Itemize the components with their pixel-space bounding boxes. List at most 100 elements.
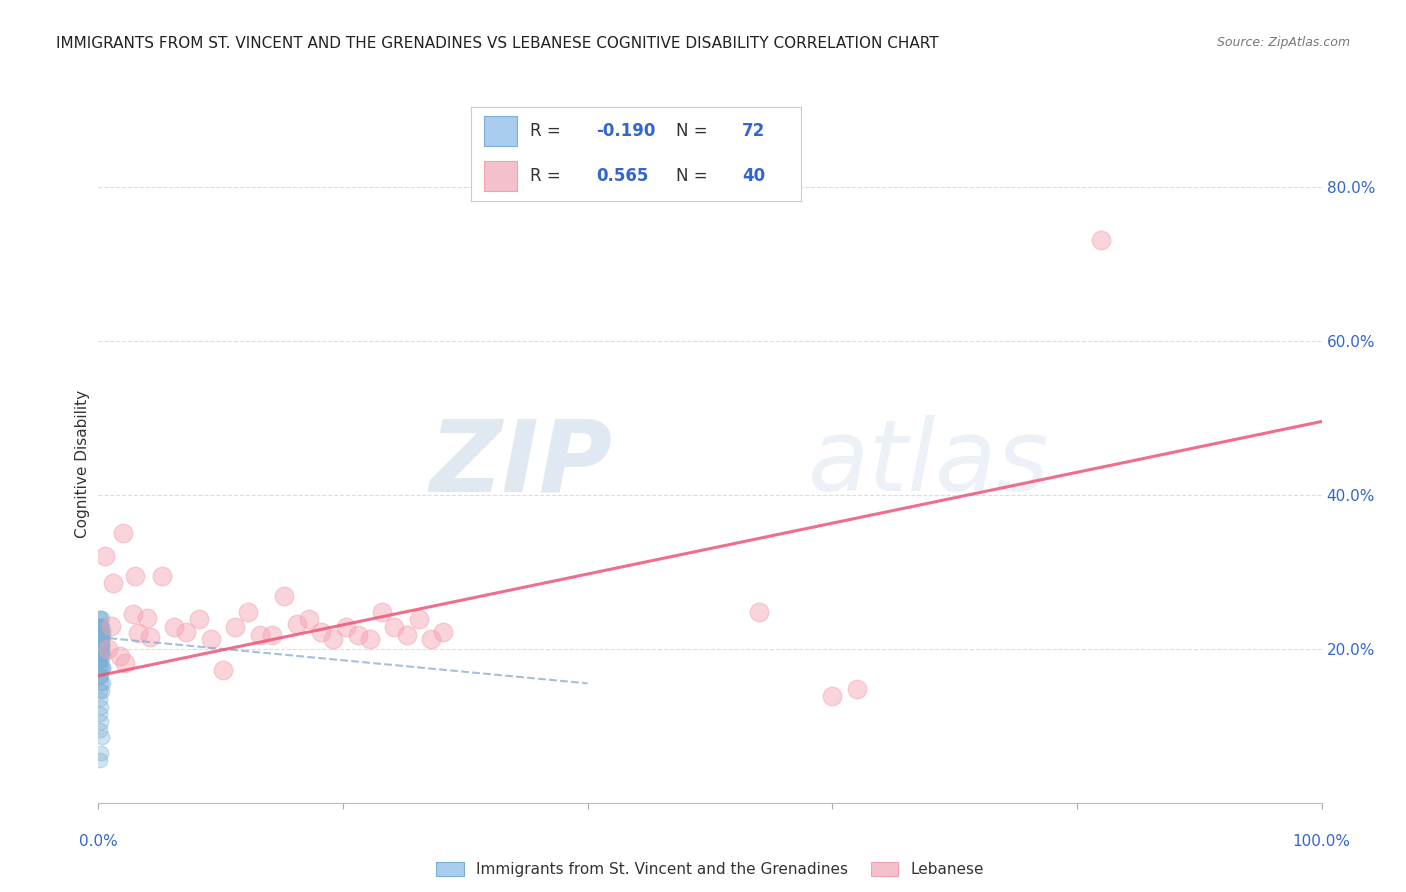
Point [384,620,406,634]
Point [249,628,271,642]
Point [91,646,114,660]
Point [187,612,209,626]
Point [100,618,122,632]
Point [90,641,112,656]
Point [335,620,357,634]
Point [90,626,112,640]
Point [91,638,114,652]
Point [91,638,114,652]
Point [90,676,112,690]
Point [91,611,114,625]
Point [89,630,111,644]
Point [91,661,114,675]
Point [91,653,114,667]
Point [90,669,112,683]
Point [91,630,114,644]
Point [91,684,114,698]
Point [1090,234,1112,248]
Point [89,638,111,652]
Point [110,649,132,664]
Point [90,618,112,632]
Point [89,669,111,683]
Point [176,624,198,639]
Text: ZIP: ZIP [429,416,612,512]
Point [89,653,111,667]
Point [359,632,381,647]
Point [89,684,111,698]
Point [432,624,454,639]
Point [89,611,111,625]
Point [91,638,114,652]
Point [89,723,111,737]
Point [127,626,149,640]
Point [91,634,114,648]
Point [90,638,112,652]
Point [121,607,143,621]
FancyBboxPatch shape [484,161,517,191]
Text: 0.0%: 0.0% [79,834,118,849]
Point [748,605,770,619]
Text: 100.0%: 100.0% [1292,834,1351,849]
Point [90,646,112,660]
Point [89,630,111,644]
Point [89,626,111,640]
Point [101,576,124,591]
Point [114,656,136,670]
Point [224,620,246,634]
Point [236,605,259,619]
Point [89,707,111,722]
Point [97,641,120,656]
Point [90,618,112,632]
Point [845,681,868,696]
Text: IMMIGRANTS FROM ST. VINCENT AND THE GRENADINES VS LEBANESE COGNITIVE DISABILITY : IMMIGRANTS FROM ST. VINCENT AND THE GREN… [56,36,939,51]
Point [139,630,162,644]
Point [90,646,112,660]
Point [90,638,112,652]
Point [200,632,222,647]
Text: 0.565: 0.565 [596,168,650,186]
Y-axis label: Cognitive Disability: Cognitive Disability [75,390,90,538]
Point [408,612,430,626]
Point [89,618,111,632]
FancyBboxPatch shape [484,116,517,146]
Point [91,630,114,644]
Point [91,623,114,637]
Point [90,661,112,675]
Point [163,620,186,634]
Point [273,590,295,604]
Text: R =: R = [530,122,567,140]
Point [90,623,112,637]
Point [309,624,332,639]
Point [89,638,111,652]
Point [89,691,111,706]
Point [322,632,344,647]
Point [89,630,111,644]
Point [90,714,112,729]
Point [90,646,112,660]
Point [111,526,134,541]
Text: N =: N = [676,122,713,140]
Point [90,646,112,660]
Text: Source: ZipAtlas.com: Source: ZipAtlas.com [1216,36,1350,49]
Point [91,638,114,652]
Point [89,618,111,632]
Point [136,611,159,625]
Point [91,646,114,660]
Text: N =: N = [676,168,713,186]
Point [90,699,112,714]
Point [89,661,111,675]
Point [89,653,111,667]
Point [90,641,112,656]
Point [212,663,235,677]
Point [89,653,111,667]
Point [90,626,112,640]
Point [262,628,284,642]
Point [89,669,111,683]
Point [89,630,111,644]
Point [124,568,146,582]
Text: 72: 72 [742,122,765,140]
Point [91,638,114,652]
Point [298,612,321,626]
Point [346,628,368,642]
Point [89,634,111,648]
